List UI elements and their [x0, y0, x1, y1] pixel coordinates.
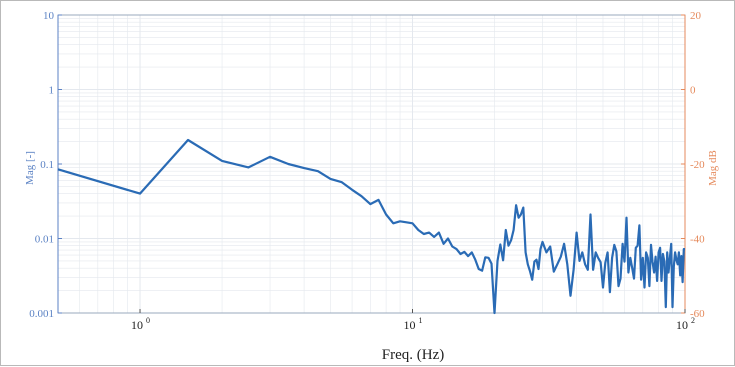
- left-tick-label: 10: [43, 10, 55, 22]
- left-tick-label: 0.1: [40, 159, 54, 171]
- left-tick-label: 0.01: [35, 234, 54, 246]
- series-group: [57, 138, 685, 315]
- left-tick-label: 1: [49, 85, 55, 97]
- right-tick-label: -40: [690, 234, 705, 246]
- grid: [57, 15, 685, 314]
- x-tick-exponent: 2: [691, 316, 695, 325]
- right-axis: -60 -40 -20 0 20: [681, 10, 705, 320]
- x-tick-label: 10: [131, 318, 143, 332]
- right-tick-label: 20: [690, 10, 702, 22]
- right-tick-label: -20: [690, 159, 705, 171]
- x-axis: 10 0 10 1 10 2: [131, 309, 695, 332]
- left-axis: 0.001 0.01 0.1 1 10: [29, 10, 62, 320]
- right-tick-label: 0: [690, 85, 696, 97]
- left-tick-label: 0.001: [29, 308, 54, 320]
- x-axis-label: Freq. (Hz): [382, 347, 444, 363]
- x-tick-exponent: 1: [419, 316, 423, 325]
- series-line-0: [57, 138, 685, 315]
- x-tick-label: 10: [404, 318, 416, 332]
- right-axis-label: Mag dB: [707, 150, 719, 186]
- right-tick-label: -60: [690, 308, 705, 320]
- x-tick-label: 10: [676, 318, 688, 332]
- x-tick-exponent: 0: [146, 316, 150, 325]
- left-axis-label: Mag [-]: [24, 151, 36, 185]
